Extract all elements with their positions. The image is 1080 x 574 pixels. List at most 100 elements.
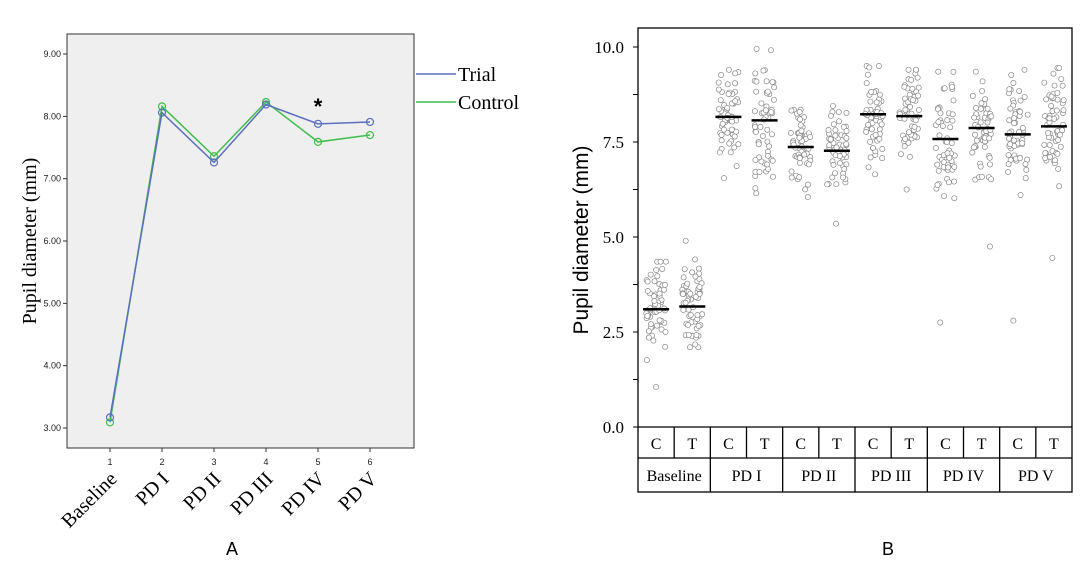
category-label: PD IV [277, 468, 329, 520]
data-point [863, 129, 870, 135]
y-tick-label: 7.00 [43, 174, 61, 184]
data-point [687, 311, 694, 318]
subgroup-label: T [832, 436, 842, 453]
data-point [1051, 82, 1058, 89]
data-point [796, 134, 803, 141]
group-label: Baseline [647, 468, 702, 485]
data-point [977, 105, 984, 112]
data-point [949, 117, 956, 124]
data-point [653, 322, 660, 329]
data-point [731, 133, 738, 140]
data-point [877, 91, 883, 98]
data-point [764, 126, 771, 133]
data-point [788, 174, 795, 181]
data-point [978, 100, 985, 107]
data-point [879, 155, 886, 162]
data-point [788, 168, 795, 175]
data-point [1042, 150, 1049, 156]
data-point [1046, 115, 1053, 122]
plot-frame [637, 27, 1073, 493]
subgroup-label: C [868, 436, 879, 453]
data-point [770, 96, 777, 103]
data-point [912, 117, 919, 124]
data-point [864, 71, 871, 78]
data-point [685, 331, 692, 338]
data-point [715, 86, 722, 93]
data-point [796, 109, 803, 116]
data-point-trial [365, 117, 375, 127]
data-point-control [365, 130, 375, 140]
subgroup-label: T [760, 436, 770, 453]
data-point [1010, 137, 1017, 144]
data-point [1007, 105, 1014, 112]
data-point [692, 273, 699, 280]
data-point [901, 83, 908, 90]
data-point [757, 123, 764, 130]
y-tick-label: 2.5 [603, 323, 624, 342]
data-point [656, 290, 663, 297]
data-point [947, 124, 954, 131]
data-point [720, 126, 727, 133]
data-point [870, 144, 876, 151]
data-point [657, 258, 664, 265]
panel-label-a: A [226, 539, 238, 559]
data-point [718, 137, 725, 144]
data-point [1007, 141, 1014, 148]
data-point [1016, 88, 1023, 95]
data-point [914, 74, 921, 81]
data-point-control [157, 102, 167, 111]
data-point [1022, 161, 1029, 168]
data-point [866, 64, 873, 71]
data-point [1046, 142, 1053, 149]
x-tick-label: 5 [315, 457, 320, 467]
subgroup-label: T [977, 436, 987, 453]
data-point [1021, 93, 1028, 100]
data-point [648, 321, 654, 327]
data-point [647, 271, 654, 278]
data-point [682, 237, 689, 244]
data-point [1048, 93, 1055, 100]
data-point [981, 143, 988, 150]
data-point [909, 97, 916, 104]
data-point-trial [313, 119, 323, 128]
y-tick-label: 9.00 [43, 49, 61, 59]
data-point [984, 119, 991, 126]
data-point [805, 181, 811, 188]
data-point [659, 265, 666, 272]
y-axis-label: Pupil diameter (mm) [570, 145, 593, 334]
data-point [829, 174, 836, 181]
data-point [715, 79, 722, 86]
category-label: PD II [179, 468, 226, 515]
data-point [728, 126, 735, 133]
data-point [840, 174, 847, 181]
data-point [753, 78, 760, 85]
data-point [1010, 115, 1017, 122]
data-point [724, 105, 731, 111]
group-label: PD III [871, 468, 911, 485]
data-point [733, 163, 740, 170]
data-point [935, 167, 942, 174]
data-point [724, 81, 731, 88]
data-point [863, 80, 870, 87]
data-point [684, 280, 691, 287]
data-point [1005, 152, 1012, 159]
data-point [1056, 64, 1063, 71]
data-point [827, 112, 834, 119]
data-point [771, 84, 778, 91]
data-point [1043, 96, 1050, 103]
data-point [662, 328, 669, 335]
data-point [867, 138, 874, 145]
data-point-control [313, 137, 323, 147]
data-point [725, 66, 732, 73]
significance-asterisk: * [314, 94, 323, 119]
panel-b: 0.0 2.5 5.0 7.5 10.0 Pupil diameter (mm) Basel… [570, 27, 1073, 493]
data-point [1005, 161, 1012, 168]
data-point [1056, 183, 1063, 190]
data-point [971, 114, 978, 121]
data-point [832, 170, 838, 177]
data-point [909, 85, 916, 92]
data-point [984, 105, 991, 112]
data-point-trial [209, 158, 219, 167]
x-tick-label: 2 [159, 457, 164, 467]
data-point [836, 160, 843, 167]
